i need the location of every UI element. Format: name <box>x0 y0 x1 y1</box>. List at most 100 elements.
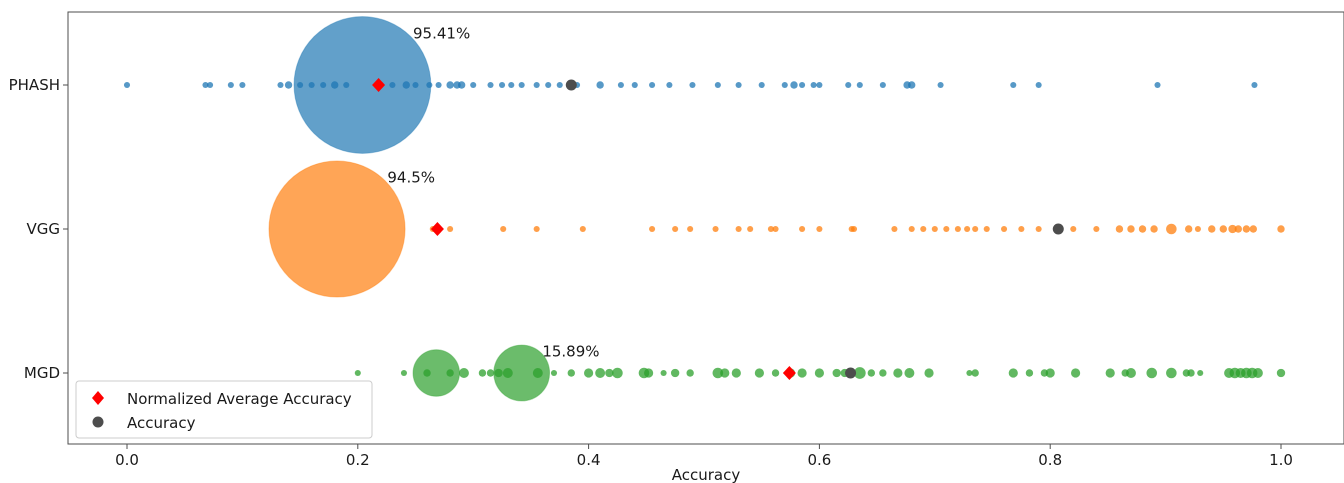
phash-point <box>446 81 454 89</box>
data-points <box>123 16 1286 402</box>
plot-frame <box>67 11 1344 445</box>
phash-point <box>714 81 721 89</box>
legend-label-accuracy: Accuracy <box>127 414 196 432</box>
mgd-point <box>754 368 764 378</box>
vgg-point <box>1070 225 1077 233</box>
vgg-point <box>1219 225 1227 233</box>
legend-label-normalized: Normalized Average Accuracy <box>127 390 352 408</box>
vgg-point <box>533 225 540 233</box>
phash-point <box>596 81 604 89</box>
mgd-point <box>612 367 623 379</box>
mgd-point <box>1252 368 1263 378</box>
vgg-point <box>972 225 979 233</box>
mgd-point <box>904 368 915 378</box>
vgg-point <box>1093 225 1100 233</box>
vgg-point <box>1150 225 1158 233</box>
mgd-point <box>1025 369 1034 377</box>
vgg-point <box>735 225 742 233</box>
phash-normalized-marker <box>372 78 386 92</box>
phash-point <box>202 81 209 89</box>
x-tick-label: 0.6 <box>807 451 831 469</box>
y-tick-label-mgd: MGD <box>24 364 60 382</box>
mgd-point <box>1040 369 1049 377</box>
vgg-point <box>954 225 961 233</box>
mgd-point <box>1045 368 1055 378</box>
phash-point <box>470 81 477 89</box>
phash-point <box>487 81 494 89</box>
phash-point <box>799 81 806 89</box>
phash-point <box>816 81 823 89</box>
phash-point <box>1035 81 1042 89</box>
phash-point <box>556 81 563 89</box>
phash-point <box>508 81 515 89</box>
phash-accuracy-marker <box>565 79 577 91</box>
mgd-point <box>867 369 876 377</box>
mgd-accuracy-marker <box>845 367 857 379</box>
vgg-point <box>1208 225 1216 233</box>
phash-point <box>545 81 552 89</box>
mgd-point <box>567 369 575 377</box>
mgd-point <box>686 369 694 377</box>
legend-box <box>75 380 373 439</box>
vgg-point <box>983 225 990 233</box>
mgd-point <box>924 368 934 378</box>
phash-point <box>856 81 863 89</box>
vgg-point <box>1234 225 1242 233</box>
x-tick-label: 0.4 <box>577 451 601 469</box>
vgg-point <box>1184 225 1193 233</box>
y-tick-label-phash: PHASH <box>9 76 60 94</box>
mgd-point <box>423 369 431 377</box>
x-axis-label: Accuracy <box>672 466 741 483</box>
phash-point <box>810 81 817 89</box>
mgd-point <box>595 368 606 378</box>
phash-point <box>389 81 396 89</box>
vgg-point <box>943 225 950 233</box>
mgd-point <box>354 369 361 377</box>
phash-point <box>435 81 442 89</box>
mgd-point <box>712 367 724 379</box>
x-tick-label: 0.2 <box>346 451 370 469</box>
x-tick-label: 0.8 <box>1038 451 1062 469</box>
phash-point <box>617 81 624 89</box>
mgd-point <box>720 368 730 378</box>
vgg-point <box>579 225 586 233</box>
vgg-point <box>1242 225 1251 233</box>
phash-point <box>1010 81 1017 89</box>
vgg-point <box>500 225 507 233</box>
phash-point <box>284 81 293 89</box>
mgd-point <box>1121 369 1129 377</box>
phash-point <box>499 81 506 89</box>
phash-point <box>297 81 304 89</box>
vgg-point <box>850 225 858 233</box>
legend-diamond-icon <box>92 391 104 405</box>
vgg-point <box>1166 223 1177 235</box>
phash-point <box>908 81 916 89</box>
vgg-point <box>1277 225 1285 233</box>
phash-point <box>320 81 327 89</box>
mgd-point <box>771 369 780 377</box>
legend: Normalized Average Accuracy Accuracy <box>75 380 373 439</box>
vgg-normalized-marker <box>430 222 444 236</box>
mgd-point <box>893 368 903 378</box>
phash-point <box>426 81 433 89</box>
phash-point <box>790 81 798 89</box>
mgd-point <box>478 369 487 377</box>
mgd-point <box>584 368 594 378</box>
vgg-point <box>964 225 971 233</box>
phash-point <box>879 81 886 89</box>
mgd-point <box>1235 368 1246 378</box>
max-annotations: 95.41% 94.5% 15.89% <box>387 24 599 360</box>
vgg-point <box>1035 225 1042 233</box>
phash-point <box>207 81 214 89</box>
vgg-point <box>1127 225 1135 233</box>
x-tick-label: 0.0 <box>115 451 139 469</box>
mgd-max-label: 15.89% <box>542 342 599 360</box>
vgg-point <box>891 225 898 233</box>
legend-circle-icon <box>92 416 104 428</box>
mgd-point <box>502 368 513 378</box>
phash-point <box>331 81 339 89</box>
vgg-point <box>1228 224 1237 234</box>
vgg-point <box>767 225 774 233</box>
mgd-point <box>400 369 408 377</box>
